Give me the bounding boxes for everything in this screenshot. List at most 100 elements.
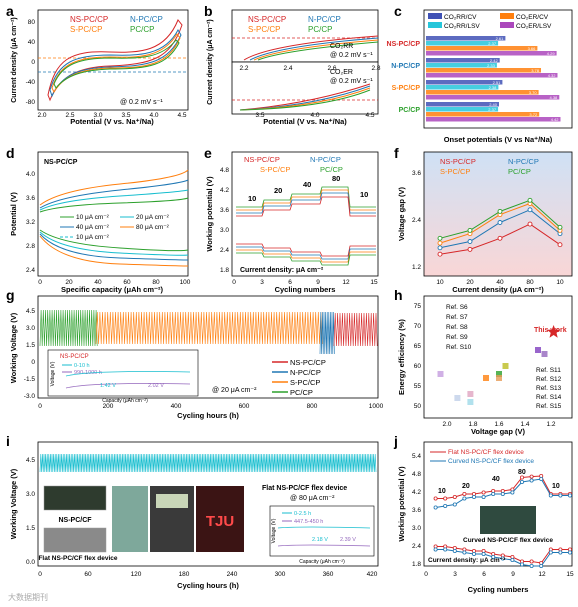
y-tick: 3.0	[26, 491, 35, 498]
panel-letter: d	[6, 145, 15, 161]
legend-label: Curved NS-PC/CF flex device	[448, 458, 534, 465]
bar	[426, 90, 539, 95]
y-tick: 75	[414, 303, 422, 310]
y-tick: 1.5	[26, 525, 35, 532]
bar-value-label: 2.40	[489, 102, 498, 107]
ref-label: Ref. S11	[536, 367, 561, 374]
legend-n: N-PC/CP	[130, 15, 163, 24]
voltage-trace	[95, 311, 323, 345]
legend-pc: PC/CP	[508, 167, 531, 176]
rate-label: 20	[274, 186, 282, 195]
inset-y-label: Voltage (V)	[271, 518, 277, 543]
x-tick-labels: 0 200 400 600 800 1000	[38, 403, 383, 410]
x-tick-labels: 0 20 40 60 80 100	[38, 279, 191, 286]
watermark: 大数据期刊	[8, 592, 48, 602]
x-axis-label: Potential (V vs. Na⁺/Na)	[70, 117, 154, 126]
data-point	[467, 227, 473, 233]
co2er-note: CO₂ER	[330, 69, 353, 76]
discharge-curve	[39, 233, 189, 261]
data-point	[491, 491, 496, 496]
inset-legend: 0-10 h	[74, 363, 90, 369]
bar-value-label: 3.78	[531, 68, 540, 73]
discharge-curve	[39, 229, 189, 252]
x-axis-label: Specific capacity (μAh cm⁻²)	[61, 285, 163, 294]
lsv-curve-ns	[239, 83, 371, 111]
y-tick: 3.0	[220, 227, 229, 234]
data-point	[527, 197, 533, 203]
x-tick: 2.0	[442, 421, 451, 428]
rate-label: 80	[332, 174, 340, 183]
ref-point	[502, 363, 509, 369]
data-point	[539, 564, 544, 569]
bar	[426, 107, 499, 112]
panel-i: i NS-PC/CF Flat NS-PC/CF flex device TJU…	[6, 433, 379, 590]
x-tick: 4.0	[310, 112, 319, 119]
data-point	[433, 496, 438, 501]
data-point	[467, 239, 473, 244]
ref-label: Ref. S12	[536, 376, 562, 383]
inset-title: NS-PC/CP	[60, 354, 89, 360]
x-tick: 12	[342, 279, 350, 286]
x-tick: 0	[424, 571, 428, 578]
y-axis-label: Current density (μA cm⁻²)	[207, 19, 214, 105]
legend-swatch	[428, 13, 442, 19]
cv-curve-pc	[53, 39, 180, 89]
bar-group: 2.612.373.664.292.422.333.784.322.512.38…	[426, 36, 561, 122]
ref-label: Ref. S15	[536, 403, 562, 410]
x-tick: 0	[38, 571, 42, 578]
rate-label: 20	[462, 483, 470, 490]
y-tick-labels: 5.4 4.8 4.2 3.6 3.0 2.4 1.8	[412, 453, 421, 568]
series-legend: NS-PC/CP N-PC/CP S-PC/CP PC/CP	[272, 358, 326, 397]
y-tick: 70	[414, 323, 422, 330]
bar-value-label: 4.32	[548, 73, 557, 78]
x-tick: 60	[84, 571, 92, 578]
y-axis-label: Energy efficiency (%)	[397, 319, 406, 395]
data-point	[443, 503, 448, 508]
bar	[426, 58, 500, 63]
bar-value-label: 4.29	[547, 51, 556, 56]
rate-legend: 10 μA cm⁻² 20 μA cm⁻² 40 μA cm⁻² 80 μA c…	[60, 214, 170, 241]
curved-device-photo	[480, 506, 536, 534]
data-point	[529, 478, 534, 483]
rate-label: 10	[438, 488, 446, 495]
y-tick: 40	[28, 39, 36, 46]
y-tick-labels: 4.5 3.0 1.5 0.0	[26, 457, 35, 566]
x-tick: 3.5	[121, 112, 130, 119]
bar	[426, 36, 506, 41]
data-point	[520, 562, 525, 567]
legend-ns: NS-PC/CP	[440, 157, 476, 166]
y-tick: 3.6	[412, 507, 421, 514]
legend-label: CO₂RR/CV	[444, 14, 477, 21]
bar	[426, 80, 503, 85]
category-labels: NS-PC/CP N-PC/CP S-PC/CP PC/CP	[387, 41, 421, 114]
y-tick: 80	[28, 19, 36, 26]
y-axis-label: Working potential (V)	[397, 466, 406, 542]
x-tick: 300	[275, 571, 286, 578]
panel-letter: b	[204, 3, 213, 19]
rate-labels: 10 20 40 80 10	[248, 174, 368, 203]
current-density-note: Current density: μA cm⁻²	[428, 557, 506, 564]
y-tick: 65	[414, 343, 422, 350]
bar-value-label: 2.37	[488, 41, 497, 46]
x-axis-label: Onset potentials (V vs Na⁺/Na)	[444, 135, 553, 144]
discharge-line-s	[236, 249, 376, 263]
legend-n: N-PC/CP	[508, 157, 539, 166]
panel-letter: g	[6, 287, 15, 303]
legend-ns: NS-PC/CP	[248, 15, 286, 24]
gap-label: 1.42 V	[100, 383, 116, 389]
data-point	[500, 556, 505, 561]
y-tick: 55	[414, 383, 422, 390]
y-tick: 60	[414, 363, 422, 370]
x-tick: 0	[38, 403, 42, 410]
x-tick: 180	[179, 571, 190, 578]
legend-s: S-PC/CP	[290, 378, 320, 387]
y-tick: -3.0	[24, 393, 36, 400]
legend-label: Flat NS-PC/CF flex device	[448, 449, 524, 456]
rate-label: 10	[248, 194, 256, 203]
x-tick: 240	[227, 571, 238, 578]
data-point	[557, 242, 563, 248]
bar	[426, 117, 561, 122]
ref-point	[541, 351, 548, 357]
legend-label: 10 μA cm⁻²	[76, 214, 110, 221]
x-tick-labels: 0 3 6 9 12 15	[232, 279, 378, 286]
